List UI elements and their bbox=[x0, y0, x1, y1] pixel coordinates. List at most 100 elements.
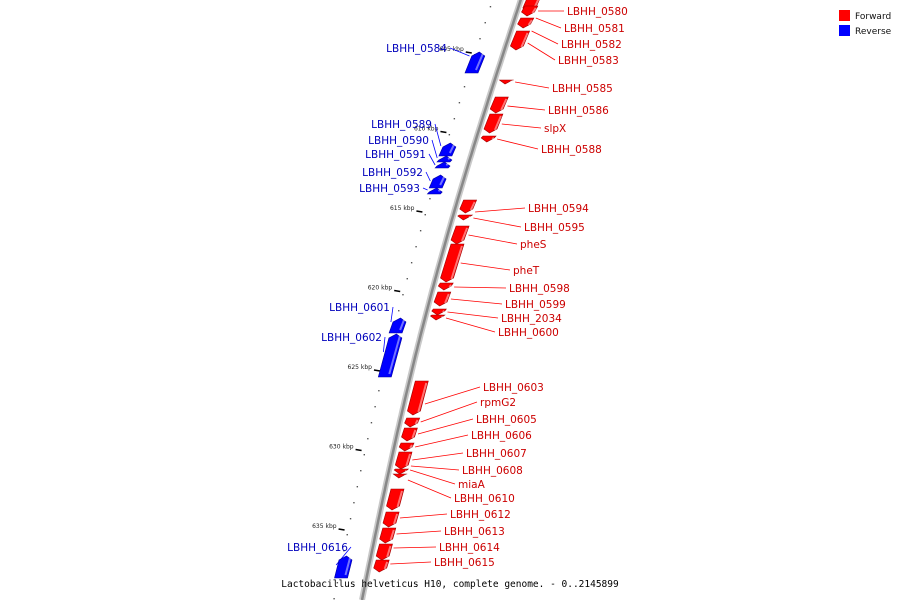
gene-highlight bbox=[411, 429, 417, 439]
leader-line bbox=[447, 311, 499, 319]
gene-highlight bbox=[383, 561, 389, 570]
gene-arrow-reverse bbox=[438, 142, 457, 157]
leader-line bbox=[454, 286, 507, 289]
gene-label: LBHH_0615 bbox=[434, 557, 495, 569]
tick-dot bbox=[356, 486, 359, 488]
tick-dot bbox=[448, 134, 451, 136]
gene-label: LBHH_0610 bbox=[454, 493, 515, 505]
leader-line bbox=[409, 469, 456, 485]
gene-label: LBHH_2034 bbox=[501, 313, 562, 325]
tick-dot bbox=[343, 550, 345, 552]
gene-arrow-forward bbox=[393, 468, 410, 475]
legend-swatch-forward bbox=[839, 10, 850, 21]
legend-swatch-reverse bbox=[839, 25, 850, 36]
tick-dot bbox=[402, 294, 404, 296]
leader-line bbox=[501, 123, 542, 129]
gene-arrow-forward bbox=[459, 199, 478, 214]
leader-line bbox=[431, 139, 438, 159]
gene-label: LBHH_0581 bbox=[564, 23, 625, 35]
gene-arrow-reverse bbox=[428, 174, 447, 189]
backbone-line bbox=[360, 0, 523, 600]
gene-label: LBHH_0593 bbox=[359, 183, 420, 195]
gene-arrow-forward bbox=[382, 511, 400, 528]
kbp-tick bbox=[355, 448, 362, 452]
legend: Forward Reverse bbox=[839, 10, 892, 37]
leader-line bbox=[449, 47, 470, 57]
tick-dot bbox=[406, 278, 408, 280]
tick-dot bbox=[398, 310, 400, 312]
leader-line bbox=[497, 138, 539, 150]
kbp-tick bbox=[373, 369, 381, 372]
gene-highlight bbox=[491, 137, 495, 140]
tick-dot bbox=[424, 214, 426, 216]
gene-arrow-forward bbox=[457, 214, 474, 221]
gene-label: LBHH_0586 bbox=[548, 105, 609, 117]
gene-label: LBHH_0608 bbox=[462, 465, 523, 477]
gene-arrow-forward bbox=[433, 291, 452, 307]
gene-highlight bbox=[500, 98, 508, 111]
gene-arrow-forward bbox=[517, 17, 535, 29]
kbp-tick-label: 635 kbp bbox=[312, 523, 337, 530]
gene-label: LBHH_0606 bbox=[471, 430, 532, 442]
gene-label: LBHH_0592 bbox=[362, 167, 423, 179]
gene-highlight bbox=[494, 115, 502, 131]
kbp-ticks: 605 kbp 610 kbp 615 kbp 620 kbp 625 kbp 630 k… bbox=[312, 46, 472, 531]
tick-dot bbox=[360, 470, 362, 472]
gene-highlight bbox=[386, 545, 392, 558]
leader-line bbox=[428, 153, 436, 166]
tick-dot bbox=[453, 118, 456, 120]
gene-arrow-forward bbox=[483, 113, 504, 134]
legend-label-forward: Forward bbox=[855, 12, 891, 22]
gene-label: LBHH_0595 bbox=[524, 222, 585, 234]
gene-highlight bbox=[403, 474, 406, 477]
tick-dot bbox=[415, 246, 417, 248]
leader-line bbox=[407, 479, 452, 499]
gene-highlight bbox=[344, 557, 351, 576]
gene-label: LBHH_0607 bbox=[466, 448, 527, 460]
gene-highlight bbox=[531, 7, 537, 14]
gene-highlight bbox=[437, 189, 441, 192]
gene-arrow-forward bbox=[489, 96, 509, 114]
gene-label: LBHH_0584 bbox=[386, 43, 447, 55]
gene-highlight bbox=[396, 490, 403, 508]
gene-labels: LBHH_0580 LBHH_0581 LBHH_0582 LBHH_0583 LBHH… bbox=[287, 6, 628, 569]
gene-arrow-forward bbox=[407, 380, 429, 416]
gene-label: pheS bbox=[520, 239, 547, 251]
kbp-tick bbox=[394, 289, 401, 293]
gene-arrow-forward bbox=[429, 314, 446, 321]
genome-caption: Lactobacillus helveticus H10, complete g… bbox=[281, 579, 619, 590]
gene-label: LBHH_0605 bbox=[476, 414, 537, 426]
leader-line bbox=[515, 81, 550, 89]
leader-line bbox=[475, 207, 526, 213]
leader-line bbox=[535, 17, 562, 29]
tick-dot bbox=[479, 38, 481, 40]
gene-label: LBHH_0591 bbox=[365, 149, 426, 161]
gene-label: pheT bbox=[513, 265, 540, 277]
tick-dot bbox=[336, 582, 339, 584]
gene-arrow-forward bbox=[394, 451, 413, 470]
gene-label: LBHH_0588 bbox=[541, 144, 602, 156]
tick-dot bbox=[378, 390, 380, 392]
leader-line bbox=[417, 418, 474, 435]
gene-label: LBHH_0602 bbox=[321, 332, 382, 344]
gene-features bbox=[334, 0, 540, 579]
gene-label: LBHH_0612 bbox=[450, 509, 511, 521]
gene-highlight bbox=[447, 157, 451, 160]
gene-arrow-reverse bbox=[377, 333, 403, 378]
gene-label: LBHH_0583 bbox=[558, 55, 619, 67]
gene-arrow-forward bbox=[404, 417, 421, 428]
gene-arrow-forward bbox=[510, 30, 531, 51]
gene-arrow-forward bbox=[437, 282, 454, 291]
leader-line bbox=[531, 30, 559, 45]
kbp-tick-label: 610 kbp bbox=[414, 126, 439, 133]
gene-highlight bbox=[399, 319, 405, 331]
gene-arrow-forward bbox=[431, 308, 447, 316]
kbp-tick bbox=[416, 210, 423, 213]
gene-label: LBHH_0613 bbox=[444, 526, 505, 538]
tick-dot bbox=[458, 102, 461, 104]
leader-line bbox=[390, 306, 394, 323]
gene-arrow-reverse bbox=[334, 555, 353, 579]
leader-line bbox=[434, 123, 442, 147]
gene-arrow-forward bbox=[386, 488, 405, 511]
